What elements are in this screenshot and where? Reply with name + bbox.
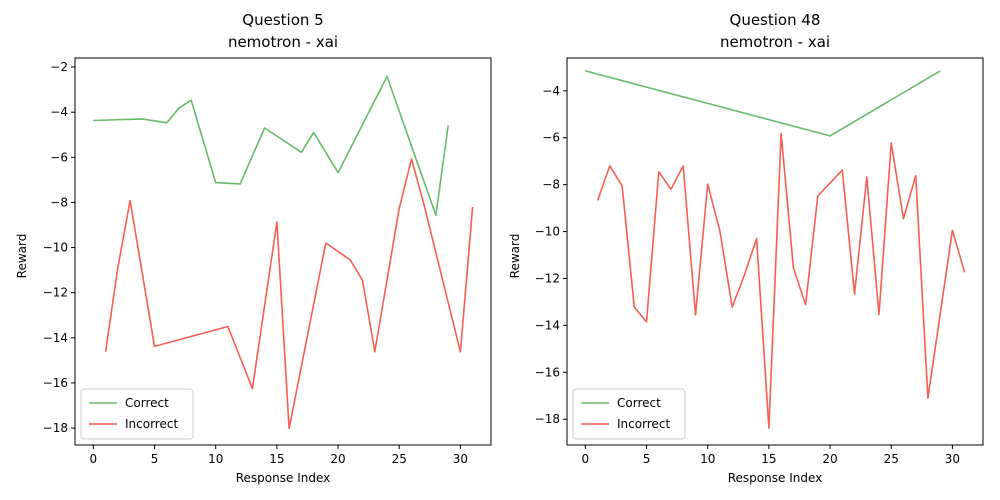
plot-area: 0 5 10 15 20 25 30 −18 −16 −14 −12 −10 −8 −6 −4 −2 Corre… — [43, 57, 492, 466]
y-tick-label: −2 — [50, 60, 68, 74]
y-tick-label: −18 — [535, 412, 560, 426]
x-tick-label: 20 — [330, 452, 345, 466]
y-tick-label: −8 — [542, 178, 560, 192]
legend-label-correct: Correct — [125, 396, 169, 410]
y-axis-label: Reward — [508, 234, 522, 279]
x-tick-label: 5 — [151, 452, 159, 466]
chart-subtitle: nemotron - xai — [720, 33, 830, 51]
axes-frame — [74, 57, 492, 446]
chart-title: Question 48 — [730, 11, 821, 29]
chart-subtitle: nemotron - xai — [228, 33, 338, 51]
y-tick-label: −4 — [542, 84, 560, 98]
subplot-question-48: Question 48 nemotron - xai Response Inde… — [508, 11, 984, 485]
series-line-incorrect — [596, 132, 966, 429]
plot-area: 0 5 10 15 20 25 30 −18 −16 −14 −12 −10 −8 −6 −4 Correct… — [535, 57, 984, 466]
y-tick-label: −14 — [535, 318, 560, 332]
y-tick-label: −10 — [535, 225, 560, 239]
y-tick-label: −12 — [43, 286, 68, 300]
y-tick-label: −16 — [43, 376, 68, 390]
x-tick-label: 25 — [392, 452, 407, 466]
legend-label-incorrect: Incorrect — [125, 417, 178, 431]
y-tick-label: −10 — [43, 241, 68, 255]
x-tick-label: 10 — [700, 452, 715, 466]
x-tick-label: 30 — [945, 452, 960, 466]
legend-box — [80, 388, 194, 440]
subplot-question-5: Question 5 nemotron - xai Response Index… — [15, 11, 492, 485]
series-line-incorrect — [104, 158, 474, 430]
legend-label-correct: Correct — [617, 396, 661, 410]
axes-frame — [566, 57, 984, 446]
x-tick-label: 15 — [761, 452, 776, 466]
y-tick-label: −12 — [535, 271, 560, 285]
x-tick-label: 0 — [582, 452, 590, 466]
y-tick-label: −16 — [535, 365, 560, 379]
y-tick-label: −6 — [50, 150, 68, 164]
legend-box — [572, 388, 686, 440]
y-tick-label: −6 — [542, 131, 560, 145]
x-tick-label: 30 — [453, 452, 468, 466]
y-tick-label: −14 — [43, 331, 68, 345]
y-tick-label: −18 — [43, 421, 68, 435]
legend-label-incorrect: Incorrect — [617, 417, 670, 431]
x-axis-label: Response Index — [236, 471, 330, 485]
x-tick-label: 10 — [208, 452, 223, 466]
series-line-correct — [93, 75, 449, 217]
x-tick-label: 0 — [90, 452, 98, 466]
y-tick-label: −4 — [50, 105, 68, 119]
chart-title: Question 5 — [242, 11, 323, 29]
x-tick-label: 20 — [822, 452, 837, 466]
x-axis-label: Response Index — [728, 471, 822, 485]
y-axis-label: Reward — [15, 234, 29, 279]
legend: Correct Incorrect — [572, 388, 686, 440]
y-tick-label: −8 — [50, 195, 68, 209]
x-tick-label: 15 — [269, 452, 284, 466]
series-line-correct — [585, 70, 941, 137]
legend: Correct Incorrect — [80, 388, 194, 440]
x-tick-label: 5 — [643, 452, 651, 466]
x-tick-label: 25 — [884, 452, 899, 466]
